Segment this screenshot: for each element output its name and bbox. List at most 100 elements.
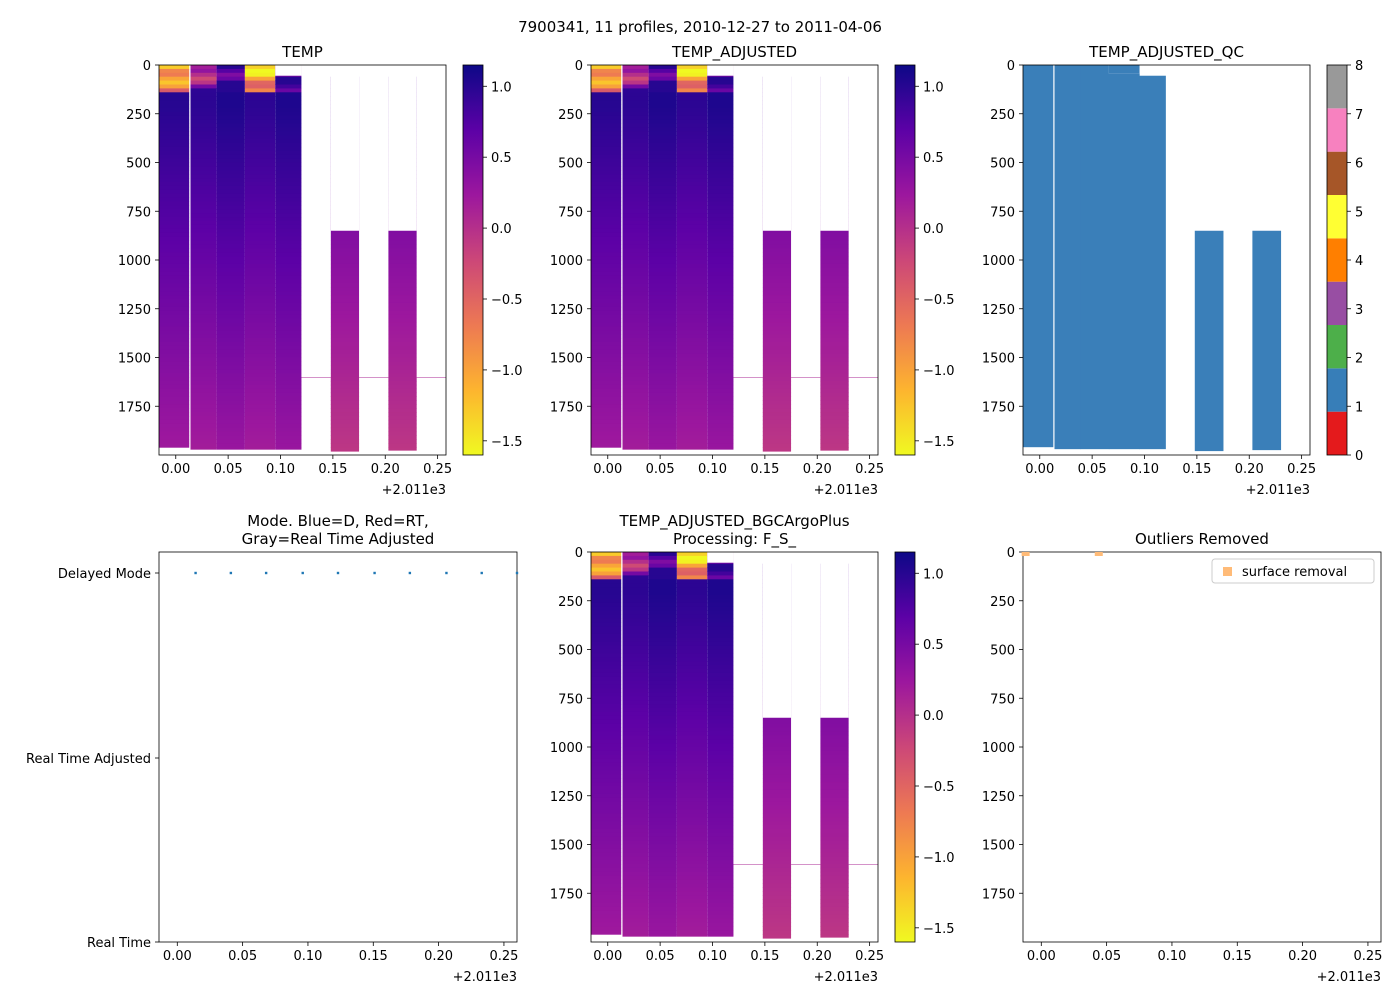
heatmap-cell (190, 178, 217, 183)
heatmap-cell (591, 750, 622, 756)
heatmap-cell (330, 299, 360, 304)
heatmap-cell (275, 349, 302, 355)
heatmap-cell (622, 213, 649, 218)
heatmap-cell (159, 361, 190, 366)
x-tick-label: 0.25 (489, 949, 518, 964)
heatmap-cell (648, 598, 677, 604)
heatmap-cell (707, 92, 734, 97)
heatmap-cell (820, 228, 849, 234)
heatmap-cell (591, 821, 622, 826)
heatmap-cell (591, 739, 622, 744)
heatmap-cell (622, 217, 649, 222)
heatmap-cell (159, 349, 190, 355)
heatmap-cell (648, 801, 677, 806)
heatmap-cell (648, 770, 677, 775)
heatmap-cell (216, 197, 245, 202)
heatmap-cell (676, 887, 708, 892)
heatmap-cell (676, 848, 708, 853)
heatmap-cell (676, 345, 708, 351)
heatmap-cell (820, 852, 849, 857)
heatmap-cell (190, 392, 217, 397)
heatmap-cell (275, 447, 302, 450)
heatmap-cell (244, 306, 276, 312)
heatmap-cell (591, 205, 622, 210)
heatmap-cell (707, 388, 734, 394)
heatmap-cell (159, 107, 190, 113)
heatmap-cell (244, 252, 276, 257)
heatmap-cell (216, 221, 245, 226)
heatmap-cell (676, 400, 708, 405)
legend-label: surface removal (1242, 565, 1347, 580)
heatmap-cell (330, 380, 360, 386)
heatmap-cell (591, 174, 622, 179)
x-tick-label: 0.05 (646, 462, 675, 477)
heatmap-cell (216, 400, 245, 405)
heatmap-cell (648, 263, 677, 269)
heatmap-cell (190, 123, 217, 128)
heatmap-cell (820, 766, 849, 771)
heatmap-cell (648, 602, 677, 608)
heatmap-cell (622, 848, 649, 853)
heatmap-cell (275, 427, 302, 433)
heatmap-cell (275, 127, 302, 132)
heatmap-cell (190, 306, 217, 312)
heatmap-cell (622, 353, 649, 358)
heatmap-cell (648, 408, 677, 413)
heatmap-cell (648, 832, 677, 838)
heatmap-cell (591, 283, 622, 288)
heatmap-cell (622, 100, 649, 105)
heatmap-cell (707, 384, 734, 390)
heatmap-cell (591, 357, 622, 362)
heatmap-cell (275, 193, 302, 199)
heatmap-cell (159, 135, 190, 140)
heatmap-cell (622, 903, 649, 908)
x-tick-label: 0.15 (1182, 462, 1211, 477)
heatmap-cell (275, 271, 302, 277)
heatmap-cell (676, 431, 708, 436)
heatmap-cell (676, 373, 708, 378)
heatmap-cell (275, 326, 302, 331)
heatmap-cell (676, 860, 708, 865)
missing-data-region (388, 65, 417, 231)
heatmap-cell (676, 864, 708, 869)
heatmap-cell (762, 758, 792, 764)
heatmap-cell (622, 396, 649, 401)
heatmap-cell (244, 400, 276, 405)
chart-title-bgc-line1: TEMP_ADJUSTED_BGCArgoPlus (618, 512, 849, 531)
heatmap-cell (676, 158, 708, 163)
heatmap-cell (707, 602, 734, 608)
heatmap-cell (648, 96, 677, 101)
heatmap-cell (648, 388, 677, 394)
heatmap-cell (591, 587, 622, 592)
heatmap-cell (190, 76, 217, 82)
heatmap-cell (762, 789, 792, 795)
heatmap-cell (622, 299, 649, 304)
missing-data-region (733, 552, 878, 564)
heatmap-cell (159, 182, 190, 187)
heatmap-cell (676, 559, 708, 565)
chart-title-temp-adjusted: TEMP_ADJUSTED (671, 43, 797, 62)
heatmap-cell (159, 127, 190, 132)
heatmap-cell (648, 637, 677, 643)
heatmap-cell (707, 236, 734, 241)
heatmap-cell (707, 637, 734, 643)
heatmap-cell (190, 166, 217, 171)
heatmap-cell (591, 369, 622, 374)
heatmap-cell (622, 150, 649, 156)
heatmap-cell (762, 750, 792, 756)
heatmap-cell (330, 443, 360, 448)
heatmap-cell (190, 416, 217, 421)
heatmap-cell (820, 295, 849, 300)
heatmap-cell (330, 373, 360, 378)
heatmap-cell (591, 260, 622, 265)
heatmap-cell (388, 369, 417, 374)
heatmap-cell (648, 439, 677, 444)
heatmap-cell (275, 244, 302, 249)
heatmap-cell (591, 341, 622, 347)
colorbar-4 (894, 551, 916, 943)
heatmap-cell (707, 903, 734, 908)
heatmap-cell (707, 135, 734, 140)
heatmap-cell (244, 170, 276, 175)
heatmap-cell (676, 302, 708, 308)
heatmap-cell (591, 334, 622, 339)
